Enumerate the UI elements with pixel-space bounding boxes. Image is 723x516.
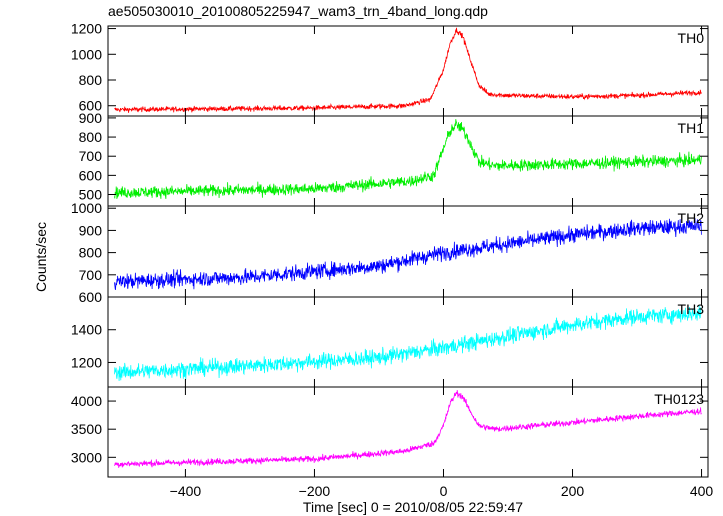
x-tick-label: −400 [170, 483, 202, 499]
y-tick-label: 1200 [71, 21, 102, 37]
x-tick-label: 200 [561, 483, 585, 499]
y-tick-label: 800 [79, 245, 103, 261]
panel-label: TH0123 [654, 391, 704, 407]
panel-th0123: 3000 3500 4000 TH0123 [71, 386, 709, 478]
series-line-th1 [114, 119, 702, 200]
y-tick-label: 700 [79, 148, 103, 164]
y-tick-label: 1000 [71, 46, 102, 62]
x-axis-label: Time [sec] 0 = 2010/08/05 22:59:47 [303, 499, 523, 515]
y-tick-label: 600 [79, 98, 103, 114]
y-tick-label: 3000 [71, 449, 102, 465]
y-tick-label: 1200 [71, 354, 102, 370]
y-tick-label: 700 [79, 267, 103, 283]
panel-label: TH3 [678, 301, 705, 317]
y-tick-label: 4000 [71, 393, 102, 409]
panel-frame [107, 205, 709, 298]
y-tick-label: 900 [79, 110, 103, 126]
y-axis-label: Counts/sec [33, 222, 49, 292]
series-line-th0123 [114, 390, 702, 468]
panel-th0: 600 800 1000 1200 TH0 [71, 21, 709, 117]
series-line-th3 [114, 305, 702, 382]
x-tick-label: −200 [299, 483, 331, 499]
panel-frame [107, 25, 709, 117]
panel-label: TH0 [678, 30, 705, 46]
series-line-th2 [114, 218, 702, 291]
y-tick-label: 1400 [71, 322, 102, 338]
y-tick-label: 1000 [71, 200, 102, 216]
plot-area: 600 800 1000 1200 TH0 500 600 700 800 900 TH1 600 70… [71, 21, 714, 499]
y-tick-label: 600 [79, 167, 103, 183]
panel-label: TH2 [678, 210, 705, 226]
panel-label: TH1 [678, 120, 705, 136]
y-tick-label: 600 [79, 289, 103, 305]
x-tick-label: 0 [440, 483, 448, 499]
y-tick-label: 500 [79, 187, 103, 203]
chart-title: ae505030010_20100805225947_wam3_trn_4ban… [108, 3, 488, 19]
panel-frame [107, 386, 709, 478]
panel-th1: 500 600 700 800 900 TH1 [79, 110, 709, 207]
y-tick-label: 3500 [71, 421, 102, 437]
panel-th2: 600 700 800 900 1000 TH2 [71, 200, 709, 305]
y-tick-label: 800 [79, 129, 103, 145]
panel-th3: 1200 1400 TH3 [71, 296, 709, 388]
y-tick-label: 800 [79, 72, 103, 88]
y-tick-label: 900 [79, 222, 103, 238]
x-tick-label: 400 [690, 483, 714, 499]
series-line-th0 [114, 27, 702, 113]
